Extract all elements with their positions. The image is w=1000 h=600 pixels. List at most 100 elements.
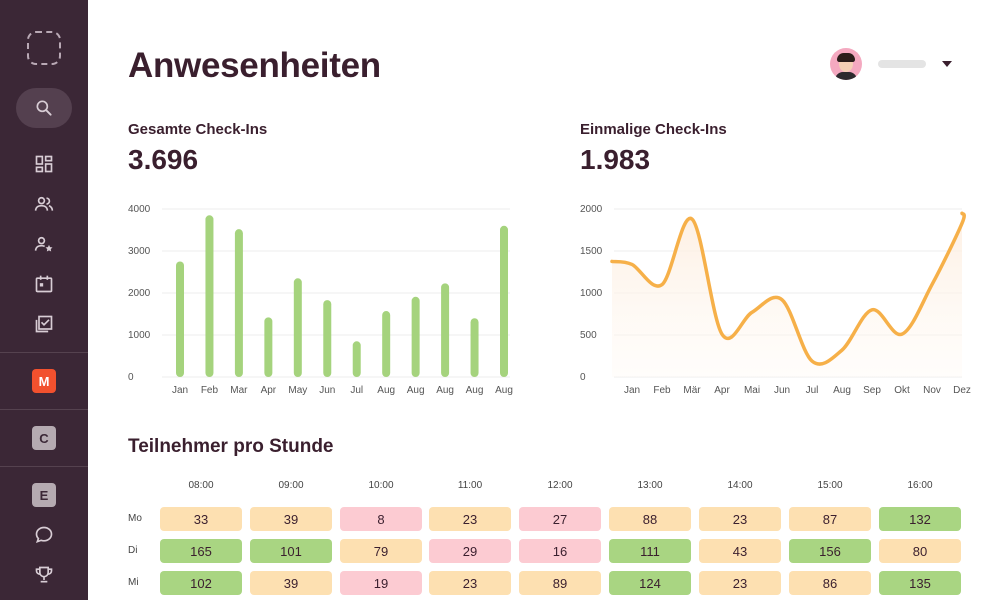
heatmap-cell[interactable]: 88 xyxy=(609,507,691,531)
logo-placeholder-icon[interactable] xyxy=(27,31,61,65)
heatmap-cell[interactable]: 23 xyxy=(429,571,511,595)
line-series[interactable] xyxy=(610,211,966,366)
unique-checkins-value: 1.983 xyxy=(580,144,651,175)
members-icon[interactable] xyxy=(32,192,56,216)
heatmap-hour-header: 10:00 xyxy=(368,480,394,491)
heatmap-cell[interactable]: 165 xyxy=(160,539,242,563)
heatmap-cell[interactable]: 43 xyxy=(699,539,781,563)
heatmap-cell[interactable]: 124 xyxy=(609,571,691,595)
user-name-placeholder xyxy=(878,60,926,68)
line-x-tick-label: Apr xyxy=(714,385,730,396)
chevron-down-icon[interactable] xyxy=(942,61,952,67)
line-y-tick-label: 500 xyxy=(580,330,597,341)
heatmap-cell[interactable]: 80 xyxy=(879,539,961,563)
trophy-icon[interactable] xyxy=(32,563,56,587)
workspace-c-badge[interactable]: C xyxy=(32,426,56,450)
dashboard-icon[interactable] xyxy=(32,152,56,176)
bar-x-tick-label: Mar xyxy=(230,385,248,396)
unique-checkins-line-chart: 0 500 1000 1500 2000 Jan Feb Mär Apr Mai Jun Jul Aug… xyxy=(580,204,971,396)
line-x-tick-label: Sep xyxy=(863,385,881,396)
bar-y-tick-label: 1000 xyxy=(128,330,151,341)
heatmap-title: Teilnehmer pro Stunde xyxy=(128,436,334,457)
bar-aug[interactable] xyxy=(411,296,420,377)
bar-mar[interactable] xyxy=(234,229,243,377)
checklist-icon[interactable] xyxy=(32,312,56,336)
sidebar-divider xyxy=(0,409,88,410)
search-button[interactable] xyxy=(16,88,72,128)
line-x-tick-label: Okt xyxy=(894,385,910,396)
heatmap-cell[interactable]: 156 xyxy=(789,539,871,563)
heatmap-cell[interactable]: 86 xyxy=(789,571,871,595)
bar-y-tick-label: 3000 xyxy=(128,246,151,257)
bar-jan[interactable] xyxy=(176,261,184,378)
line-x-tick-label: Jan xyxy=(624,385,640,396)
heatmap-hour-header: 14:00 xyxy=(727,480,753,491)
calendar-icon[interactable] xyxy=(32,272,56,296)
line-y-tick-label: 1000 xyxy=(580,288,603,299)
heatmap-day-label: Mo xyxy=(128,513,142,524)
total-checkins-bar-chart: 0 1000 2000 3000 4000 Jan Feb Mar Apr May Jun Jul Au… xyxy=(128,204,513,396)
heatmap-cell[interactable]: 27 xyxy=(519,507,601,531)
heatmap-cell[interactable]: 111 xyxy=(609,539,691,563)
heatmap-cell[interactable]: 79 xyxy=(340,539,422,563)
bar-x-tick-label: Jul xyxy=(350,385,363,396)
heatmap-cell[interactable]: 39 xyxy=(250,507,332,531)
line-y-tick-label: 0 xyxy=(580,372,586,383)
workspace-m-badge[interactable]: M xyxy=(32,369,56,393)
heatmap-cell[interactable]: 29 xyxy=(429,539,511,563)
heatmap-cell[interactable]: 39 xyxy=(250,571,332,595)
heatmap-cell[interactable]: 23 xyxy=(699,571,781,595)
heatmap-hour-header: 13:00 xyxy=(637,480,663,491)
line-x-tick-label: Aug xyxy=(833,385,851,396)
bar-aug[interactable] xyxy=(500,225,508,377)
bar-aug[interactable] xyxy=(441,283,450,377)
heatmap-cell[interactable]: 16 xyxy=(519,539,601,563)
line-x-tick-label: Jul xyxy=(806,385,819,396)
bar-y-tick-label: 0 xyxy=(128,372,134,383)
bar-jun[interactable] xyxy=(323,300,332,377)
bar-jul[interactable] xyxy=(352,341,361,377)
heatmap-cell[interactable]: 19 xyxy=(340,571,422,595)
heatmap-cell[interactable]: 23 xyxy=(699,507,781,531)
bar-may[interactable] xyxy=(293,278,302,377)
chat-icon[interactable] xyxy=(32,523,56,547)
bar-apr[interactable] xyxy=(264,317,273,377)
heatmap-cell[interactable]: 101 xyxy=(250,539,332,563)
line-y-tick-label: 1500 xyxy=(580,246,603,257)
workspace-e-badge[interactable]: E xyxy=(32,483,56,507)
total-checkins-value: 3.696 xyxy=(128,144,199,175)
bar-aug[interactable] xyxy=(382,311,391,377)
sidebar-divider xyxy=(0,352,88,353)
heatmap-cell[interactable]: 102 xyxy=(160,571,242,595)
line-x-tick-label: Mai xyxy=(744,385,760,396)
bar-feb[interactable] xyxy=(205,215,214,377)
line-x-tick-label: Mär xyxy=(683,385,701,396)
user-menu[interactable] xyxy=(830,48,952,80)
heatmap-cell[interactable]: 135 xyxy=(879,571,961,595)
heatmap-cell[interactable]: 87 xyxy=(789,507,871,531)
bar-y-tick-label: 2000 xyxy=(128,288,151,299)
bar-x-tick-label: Aug xyxy=(377,385,395,396)
heatmap-cell[interactable]: 132 xyxy=(879,507,961,531)
sidebar-divider xyxy=(0,466,88,467)
bar-x-tick-label: Jun xyxy=(319,385,335,396)
heatmap-hour-header: 15:00 xyxy=(817,480,843,491)
unique-checkins-label: Einmalige Check-Ins xyxy=(580,121,727,138)
heatmap-cell[interactable]: 8 xyxy=(340,507,422,531)
heatmap-cell[interactable]: 23 xyxy=(429,507,511,531)
heatmap-hour-header: 09:00 xyxy=(278,480,304,491)
bar-aug[interactable] xyxy=(470,318,479,377)
heatmap-hour-header: 16:00 xyxy=(907,480,933,491)
page-title: Anwesenheiten xyxy=(128,46,381,85)
heatmap-day-label: Mi xyxy=(128,577,139,588)
total-checkins-label: Gesamte Check-Ins xyxy=(128,121,268,138)
bar-x-tick-label: Aug xyxy=(495,385,513,396)
line-x-tick-label: Dez xyxy=(953,385,971,396)
bar-x-tick-label: Aug xyxy=(436,385,454,396)
member-star-icon[interactable] xyxy=(32,232,56,256)
heatmap-hour-header: 12:00 xyxy=(547,480,573,491)
heatmap-hour-header: 11:00 xyxy=(457,480,483,491)
heatmap-cell[interactable]: 33 xyxy=(160,507,242,531)
avatar[interactable] xyxy=(830,48,862,80)
heatmap-cell[interactable]: 89 xyxy=(519,571,601,595)
